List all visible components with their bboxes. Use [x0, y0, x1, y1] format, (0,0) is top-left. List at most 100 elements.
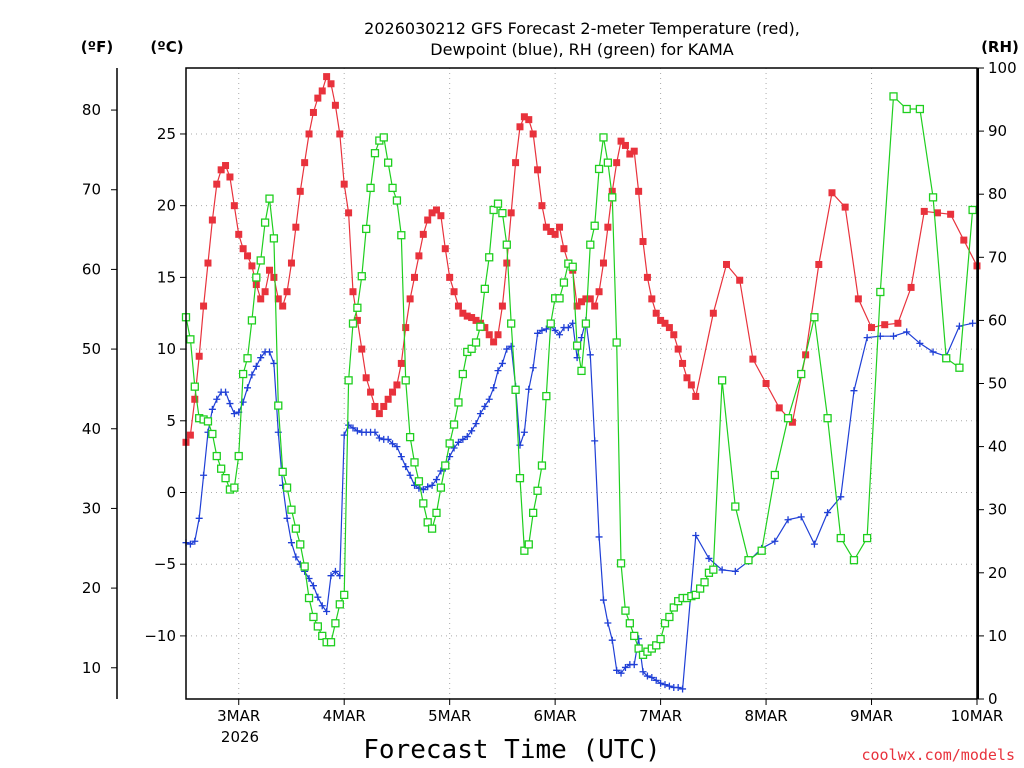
temperature-point: [230, 202, 238, 210]
dewpoint-point: [520, 428, 528, 436]
temperature-point: [529, 130, 537, 138]
rh-point: [458, 369, 468, 379]
x-tick-label: 9MAR: [850, 707, 893, 725]
rh-point: [432, 508, 441, 518]
temperature-point: [261, 288, 269, 296]
temperature-point: [397, 359, 405, 367]
rh-point: [454, 398, 463, 407]
dewpoint-point: [661, 681, 669, 689]
temperature-point: [274, 295, 282, 303]
dewpoint-point: [810, 540, 818, 548]
rh-point: [757, 546, 766, 555]
dewpoint-point: [648, 673, 656, 681]
rh-point: [485, 253, 494, 262]
rh-point: [568, 262, 577, 271]
rh-point: [594, 164, 604, 174]
rh-point: [348, 319, 358, 328]
x-tick-label: 7MAR: [639, 707, 682, 725]
dewpoint-point: [564, 324, 572, 332]
dewpoint-point: [222, 388, 230, 396]
rh-point: [902, 104, 911, 114]
temperature-point: [815, 260, 823, 268]
temperature-point: [371, 402, 379, 410]
dewpoint-point: [239, 398, 247, 406]
dewpoint-point: [643, 672, 651, 680]
dewpoint-point: [283, 514, 291, 522]
dewpoint-point: [270, 359, 278, 367]
x-tick-label: 3MAR: [217, 707, 260, 725]
chart-title-line-2: Dewpoint (blue), RH (green) for KAMA: [430, 40, 733, 59]
temperature-point: [613, 159, 621, 167]
rh-point: [656, 634, 665, 644]
rh-point: [599, 133, 608, 142]
rh-point: [269, 234, 279, 243]
dewpoint-point: [498, 359, 506, 367]
celsius-tick-label: 20: [157, 197, 176, 215]
dewpoint-point: [578, 334, 585, 342]
temperature-point: [222, 162, 230, 170]
dewpoint-point: [969, 319, 977, 327]
temperature-point: [296, 187, 304, 195]
temperature-point: [459, 309, 467, 317]
temperature-point: [582, 295, 590, 303]
dewpoint-point: [248, 371, 256, 379]
rh-point: [572, 341, 582, 350]
rh-point: [405, 432, 415, 442]
rh-point: [410, 458, 419, 467]
rh-point: [770, 470, 780, 480]
dewpoint-point: [538, 326, 546, 334]
rh-point: [691, 590, 700, 600]
rh-point: [449, 420, 459, 429]
temperature-point: [538, 202, 546, 210]
rh-point: [669, 603, 678, 612]
dewpoint-point: [569, 319, 577, 327]
rh-point: [260, 218, 270, 227]
rh-point: [427, 524, 437, 533]
rh-point: [744, 556, 753, 565]
temperature-point: [643, 273, 651, 281]
temperature-point: [217, 166, 225, 174]
dewpoint-point: [890, 332, 898, 340]
credit-link[interactable]: coolwx.com/models: [861, 746, 1015, 764]
rh-point: [502, 240, 511, 249]
x-tick-label: 8MAR: [744, 707, 787, 725]
rh-point: [498, 208, 507, 218]
temperature-point: [657, 316, 665, 324]
rh-point: [357, 272, 366, 281]
fahrenheit-tick-label: 30: [82, 499, 101, 517]
rh-point: [612, 338, 621, 347]
temperature-point: [599, 259, 607, 267]
temperature-point: [494, 331, 502, 339]
temperature-point: [468, 314, 476, 322]
temperature-point: [604, 223, 612, 231]
temperature-point: [270, 273, 278, 281]
temperature-point: [573, 302, 581, 310]
dewpoint-point: [595, 533, 603, 541]
temperature-point: [485, 331, 493, 339]
rh-tick-label: 80: [988, 185, 1007, 203]
dewpoint-point: [542, 325, 550, 333]
rh-point: [546, 319, 555, 328]
temperature-point: [331, 101, 339, 109]
dewpoint-point: [529, 364, 537, 372]
dewpoint-point: [331, 567, 339, 575]
rh-point: [441, 461, 450, 470]
rh-point: [889, 92, 898, 101]
temperature-point: [454, 302, 462, 310]
fahrenheit-tick-label: 70: [82, 181, 101, 199]
rh-tick-label: 50: [988, 375, 1007, 393]
temperature-point: [463, 312, 471, 320]
dewpoint-point: [191, 537, 199, 545]
rh-point: [524, 540, 533, 549]
rh-tick-label: 0: [988, 690, 998, 708]
dewpoint-point: [824, 509, 832, 517]
temperature-point: [446, 273, 454, 281]
temperature-point: [723, 260, 731, 268]
rh-point: [230, 483, 239, 492]
temperature-point: [424, 216, 432, 224]
temperature-point: [191, 395, 199, 403]
dewpoint-point: [503, 345, 511, 353]
fahrenheit-tick-label: 60: [82, 260, 101, 278]
temperature-point: [894, 319, 902, 327]
temperature-point: [687, 381, 695, 389]
